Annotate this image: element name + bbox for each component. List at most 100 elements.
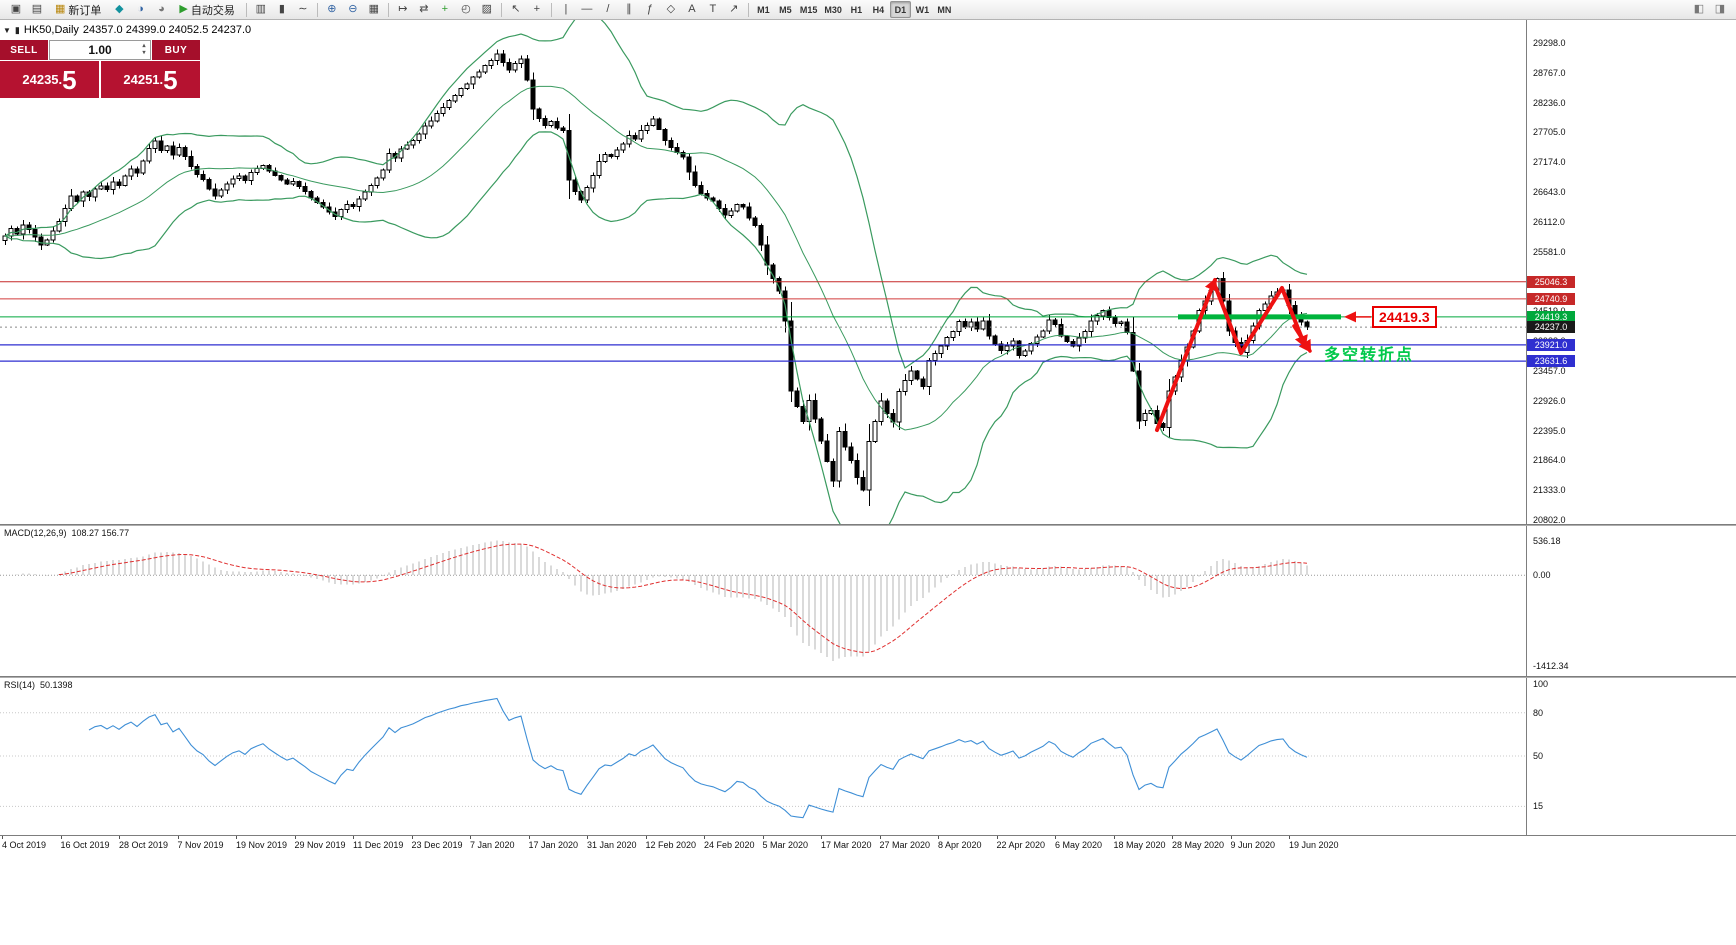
ohlc-bars-icon-glyph: ▥ (255, 3, 267, 15)
zoom-out-icon[interactable]: ⊖ (343, 1, 363, 18)
cursor-icon-glyph: ↖ (511, 3, 521, 15)
bollinger-bands (4, 20, 1308, 524)
new-order-button-label: 新订单 (68, 4, 102, 17)
price-tag-25046.3[interactable]: 25046.3 (1527, 275, 1575, 288)
price-callout-box[interactable]: 24419.3 (1372, 306, 1437, 328)
candlestick-chart-icon[interactable]: ▮ (272, 1, 292, 18)
crosshair-icon-glyph: + (533, 3, 541, 15)
sell-price-block[interactable]: 24235. 5 (0, 61, 99, 98)
text-icon[interactable]: A (682, 1, 702, 18)
tile-windows-icon[interactable]: ▦ (364, 1, 384, 18)
chart-title: ▼ ▮ HK50,Daily 24357.0 24399.0 24052.5 2… (3, 24, 251, 36)
time-axis-tick (470, 836, 471, 839)
price-chart-panel: ▼ ▮ HK50,Daily 24357.0 24399.0 24052.5 2… (0, 20, 1736, 524)
time-axis-label: 12 Feb 2020 (645, 840, 697, 850)
indicator-diamond-icon[interactable]: ◆ (109, 1, 129, 18)
price-tag-24419.3[interactable]: 24419.3 (1527, 310, 1575, 323)
indicators-add-icon[interactable]: + (435, 1, 455, 18)
price-tag-24237.0[interactable]: 24237.0 (1527, 321, 1575, 334)
timeframe-h4[interactable]: H4 (868, 1, 889, 18)
timeframe-w1[interactable]: W1 (912, 1, 933, 18)
auto-trading-button[interactable]: ▶ 自动交易 (172, 1, 241, 18)
trend-arrow-1[interactable] (1155, 278, 1218, 432)
chart-shift-icon[interactable]: ⇄ (414, 1, 434, 18)
bollinger-middle-line (4, 85, 1308, 431)
time-axis-label: 9 Jun 2020 (1230, 840, 1276, 850)
new-chart-icon[interactable]: ▣ (6, 1, 26, 18)
price-axis[interactable]: 29298.0 28767.0 28236.0 27705.0 27174.0 26643… (1526, 20, 1736, 835)
ohlc-bars-icon[interactable]: ▥ (251, 1, 271, 18)
pointer-tool-icon[interactable]: ◨ (1710, 1, 1730, 18)
sell-button[interactable]: SELL (0, 40, 48, 60)
auto-scroll-icon[interactable]: ↦ (393, 1, 413, 18)
time-axis-label: 29 Nov 2019 (294, 840, 346, 850)
time-axis[interactable]: 4 Oct 2019 16 Oct 2019 28 Oct 2019 7 Nov 20… (0, 835, 1736, 945)
timeframe-h1[interactable]: H1 (846, 1, 867, 18)
time-axis-tick (587, 836, 588, 839)
time-axis-tick (60, 836, 62, 839)
templates-icon[interactable]: ▨ (477, 1, 497, 18)
volume-up-arrow-icon[interactable]: ▴ (142, 43, 146, 49)
new-order-button-glyph: ▦ (55, 3, 66, 15)
ohlc-values: 24357.0 24399.0 24052.5 24237.0 (82, 24, 252, 36)
macd-canvas[interactable] (0, 526, 1526, 676)
rsi-header: RSI(14) 50.1398 (4, 680, 73, 690)
rsi-title: RSI(14) (4, 680, 36, 690)
time-axis-tick (1289, 836, 1290, 839)
timeframe-m1[interactable]: M1 (753, 1, 774, 18)
volume-input[interactable]: 1.00 ▴ ▾ (49, 40, 151, 60)
trend-arrows (1155, 278, 1312, 432)
timeframe-d1[interactable]: D1 (889, 1, 911, 18)
new-order-button[interactable]: ▦ 新订单 (48, 1, 108, 18)
price-axis-label: 28236.0 (1533, 97, 1566, 108)
rsi-axis-label: 100 (1533, 679, 1549, 689)
trend-arrow-3[interactable] (1292, 324, 1312, 353)
trendline-icon[interactable]: / (598, 1, 618, 18)
bull-bear-turning-point-note[interactable]: 多空转折点 (1324, 347, 1415, 364)
window-list-icon[interactable]: ▤ (27, 1, 47, 18)
buy-button[interactable]: BUY (152, 40, 200, 60)
crosshair-icon[interactable]: + (527, 1, 547, 18)
price-tag-23631.6[interactable]: 23631.6 (1527, 355, 1575, 368)
time-axis-tick (879, 836, 881, 839)
timeframe-m5[interactable]: M5 (775, 1, 796, 18)
time-axis-tick (938, 836, 939, 839)
line-chart-icon[interactable]: ∼ (293, 1, 313, 18)
time-axis-label: 8 Apr 2020 (938, 840, 982, 850)
volume-value: 1.00 (88, 43, 112, 57)
trend-arrow-2[interactable] (1214, 286, 1308, 355)
cursor-icon[interactable]: ↖ (506, 1, 526, 18)
channel-icon[interactable]: ∥ (619, 1, 639, 18)
timeframe-m30[interactable]: M30 (821, 1, 845, 18)
panel-splitter-macd[interactable] (0, 524, 1736, 526)
rsi-value: 50.1398 (40, 680, 73, 690)
time-axis-tick (762, 836, 764, 839)
depth-chart-icon[interactable]: ◑ (130, 1, 150, 18)
timeframe-m15[interactable]: M15 (797, 1, 821, 18)
shapes-icon[interactable]: ◇ (661, 1, 681, 18)
fibonacci-icon[interactable]: ƒ (640, 1, 660, 18)
macd-axis-label: 536.18 (1533, 535, 1561, 546)
rsi-canvas[interactable] (0, 678, 1526, 835)
horizontal-line-icon[interactable]: — (577, 1, 597, 18)
label-icon[interactable]: T (703, 1, 723, 18)
price-tag-23921.0[interactable]: 23921.0 (1527, 338, 1575, 351)
candlestick-chart-icon-glyph: ▮ (278, 3, 285, 15)
vertical-line-icon[interactable]: | (556, 1, 576, 18)
arrows-icon[interactable]: ↗ (724, 1, 744, 18)
text-icon-glyph: A (688, 3, 696, 15)
one-click-collapse-caret[interactable]: ▼ (3, 25, 11, 35)
community-icon-glyph: ◕ (158, 3, 165, 15)
price-tag-24740.9[interactable]: 24740.9 (1527, 292, 1575, 305)
buy-price-block[interactable]: 24251. 5 (101, 61, 200, 98)
time-axis-tick (353, 836, 354, 839)
price-chart-canvas[interactable] (0, 20, 1526, 524)
time-axis-tick (996, 836, 998, 839)
zoom-in-icon[interactable]: ⊕ (322, 1, 342, 18)
panel-splitter-rsi[interactable] (0, 676, 1736, 678)
pencil-icon[interactable]: ◧ (1689, 1, 1709, 18)
community-icon[interactable]: ◕ (151, 1, 171, 18)
periods-icon[interactable]: ◴ (456, 1, 476, 18)
timeframe-mn[interactable]: MN (934, 1, 955, 18)
volume-down-arrow-icon[interactable]: ▾ (142, 50, 146, 56)
